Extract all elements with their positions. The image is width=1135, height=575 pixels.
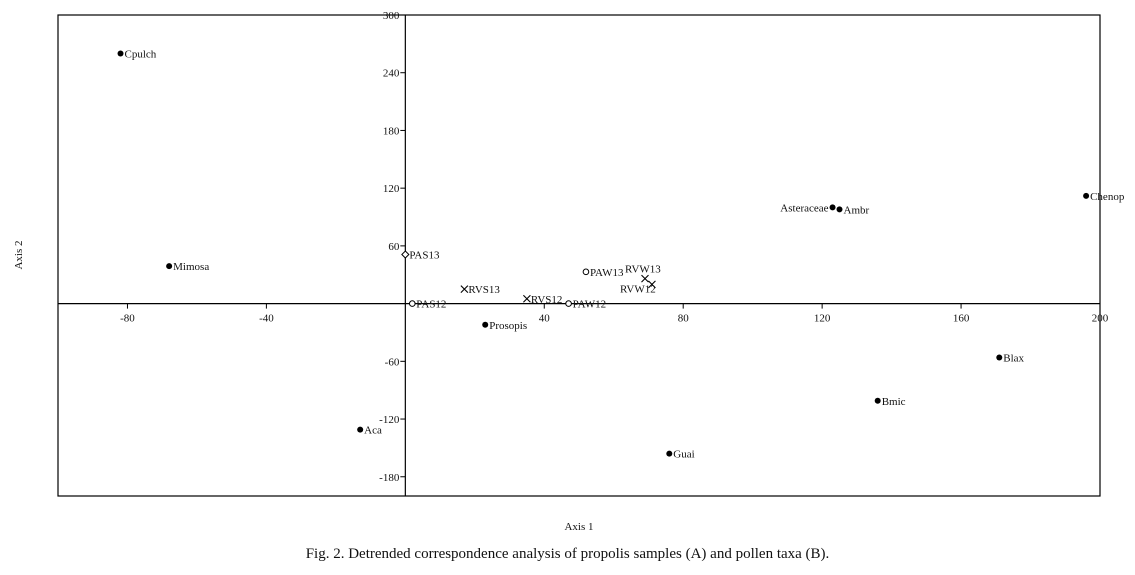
point-marker [117, 50, 124, 57]
point-rvs12: RVS12 [523, 294, 562, 306]
point-label: Prosopis [489, 320, 527, 332]
point-label: PAS12 [416, 299, 446, 311]
point-marker [357, 426, 364, 433]
x-tick-label: 120 [814, 313, 831, 325]
point-label: Cpulch [125, 48, 157, 60]
y-tick-label: 180 [383, 125, 400, 137]
point-label: Asteraceae [780, 202, 828, 214]
point-marker [874, 397, 881, 404]
y-tick-label: -60 [385, 356, 400, 368]
point-marker [166, 263, 173, 270]
point-bmic: Bmic [874, 396, 906, 408]
point-marker [1083, 192, 1090, 199]
point-marker [401, 250, 410, 259]
point-marker [829, 204, 836, 211]
point-marker [460, 285, 469, 294]
x-tick-label: 40 [539, 313, 551, 325]
point-marker [648, 280, 656, 289]
x-tick-label: -80 [120, 313, 135, 325]
point-label: PAW13 [590, 267, 624, 279]
point-label: Mimosa [173, 261, 209, 273]
point-marker [565, 300, 572, 307]
point-marker [836, 206, 843, 213]
point-label: Chenop [1090, 191, 1125, 203]
plot-frame [57, 14, 1101, 497]
point-label: RVW13 [625, 264, 661, 276]
point-marker [996, 354, 1003, 361]
point-label: Aca [364, 425, 382, 437]
ticks: -80 -40 40 80 120 160 200 300 240 180 120 60 -60 -120… [120, 10, 1109, 484]
y-tick-label: -180 [379, 472, 400, 484]
x-tick-label: 160 [953, 313, 970, 325]
point-prosopis: Prosopis [482, 320, 527, 332]
point-paw12: PAW12 [565, 299, 607, 311]
data-points: Cpulch Mimosa Prosopis Aca Guai Asteraceae Amb… [117, 48, 1125, 461]
point-guai: Guai [666, 449, 695, 461]
point-label: Guai [673, 449, 694, 461]
point-paw13: PAW13 [582, 267, 624, 279]
point-label: Bmic [882, 396, 906, 408]
axes [58, 15, 1100, 496]
point-label: PAW12 [573, 299, 607, 311]
point-cpulch: Cpulch [117, 48, 157, 60]
point-pas13: PAS13 [401, 250, 440, 262]
y-tick-label: 120 [383, 183, 400, 195]
point-pas12: PAS12 [408, 299, 446, 311]
y-axis-title: Axis 2 [13, 240, 25, 269]
point-label: RVS13 [468, 284, 500, 296]
point-marker [408, 300, 416, 307]
point-rvw13: RVW13 [625, 264, 661, 283]
point-rvw12: RVW12 [620, 280, 656, 295]
point-marker [641, 274, 649, 283]
point-marker [666, 450, 673, 457]
y-tick-label: -120 [379, 414, 400, 426]
point-rvs13: RVS13 [460, 284, 500, 296]
point-label: Ambr [844, 204, 870, 216]
y-tick-label: 60 [388, 241, 400, 253]
point-label: Blax [1003, 352, 1024, 364]
y-tick-label: 240 [383, 68, 400, 80]
point-chenop: Chenop [1083, 191, 1125, 203]
point-label: RVS12 [531, 294, 563, 306]
point-aca: Aca [357, 425, 382, 437]
point-label: PAS13 [409, 250, 440, 262]
point-asteraceae: Asteraceae [780, 202, 836, 214]
x-axis-title: Axis 1 [564, 521, 593, 533]
point-marker [523, 294, 531, 303]
point-ambr: Ambr [836, 204, 870, 216]
point-mimosa: Mimosa [166, 261, 209, 273]
point-marker [482, 321, 489, 328]
point-label: RVW12 [620, 283, 656, 295]
y-tick-label: 300 [383, 10, 400, 22]
x-tick-label: 200 [1092, 313, 1109, 325]
x-tick-label: -40 [259, 313, 274, 325]
point-blax: Blax [996, 352, 1025, 364]
figure-caption: Fig. 2. Detrended correspondence analysi… [305, 546, 830, 562]
point-marker [582, 268, 590, 276]
x-tick-label: 80 [678, 313, 690, 325]
